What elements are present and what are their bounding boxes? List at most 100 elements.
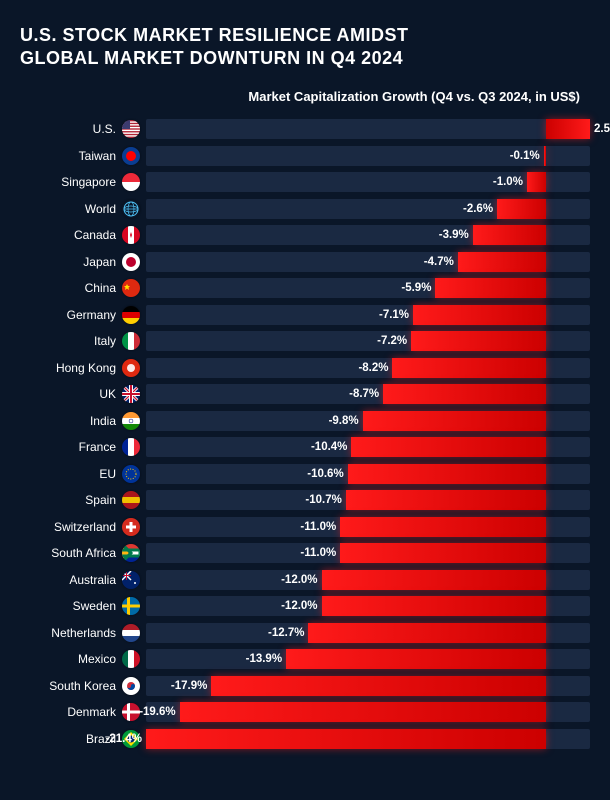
flag-icon <box>122 385 140 403</box>
country-name: Denmark <box>67 705 116 719</box>
data-bar <box>458 252 546 272</box>
bar-column: -19.6% <box>146 699 590 726</box>
country-name: France <box>79 440 116 454</box>
flag-icon <box>122 253 140 271</box>
flag-icon <box>122 332 140 350</box>
bar-column: -12.0% <box>146 593 590 620</box>
label-column: Mexico <box>20 650 146 668</box>
value-label: -13.9% <box>246 653 282 665</box>
value-label: -10.7% <box>305 494 341 506</box>
flag-icon <box>122 624 140 642</box>
data-bar <box>363 411 546 431</box>
country-name: Australia <box>69 573 116 587</box>
value-label: -8.2% <box>358 362 388 374</box>
country-name: China <box>85 281 116 295</box>
bar-column: -8.2% <box>146 354 590 381</box>
flag-icon <box>122 306 140 324</box>
data-bar <box>383 384 545 404</box>
bar-column: -10.4% <box>146 434 590 461</box>
country-name: Mexico <box>78 652 116 666</box>
label-column: Denmark <box>20 703 146 721</box>
value-label: -0.1% <box>510 150 540 162</box>
bar-column: -5.9% <box>146 275 590 302</box>
flag-icon <box>122 465 140 483</box>
bar-column: -21.4% <box>146 725 590 752</box>
chart-row: Switzerland -11.0% <box>20 513 590 540</box>
chart-row: Australia -12.0% <box>20 566 590 593</box>
data-bar <box>527 172 546 192</box>
country-name: UK <box>99 387 116 401</box>
country-name: World <box>85 202 116 216</box>
label-column: France <box>20 438 146 456</box>
country-name: Switzerland <box>54 520 116 534</box>
chart-row: World -2.6% <box>20 195 590 222</box>
value-label: -21.4% <box>106 733 142 745</box>
bar-column: -4.7% <box>146 248 590 275</box>
country-name: Germany <box>67 308 116 322</box>
country-name: South Korea <box>49 679 116 693</box>
flag-icon <box>122 279 140 297</box>
country-name: Italy <box>94 334 116 348</box>
value-label: -11.0% <box>300 521 336 533</box>
bar-column: -1.0% <box>146 169 590 196</box>
chart-row: EU -10.6% <box>20 460 590 487</box>
bar-column: -0.1% <box>146 142 590 169</box>
data-bar <box>546 119 590 139</box>
value-label: -12.0% <box>281 574 317 586</box>
label-column: Italy <box>20 332 146 350</box>
chart-row: South Korea-17.9% <box>20 672 590 699</box>
flag-icon <box>122 200 140 218</box>
label-column: India <box>20 412 146 430</box>
chart-row: France -10.4% <box>20 434 590 461</box>
label-column: Japan <box>20 253 146 271</box>
flag-icon <box>122 650 140 668</box>
country-name: U.S. <box>93 122 116 136</box>
data-bar <box>340 543 545 563</box>
label-column: Netherlands <box>20 624 146 642</box>
title-line-1: U.S. STOCK MARKET RESILIENCE AMIDST <box>20 24 590 47</box>
label-column: EU <box>20 465 146 483</box>
main-title: U.S. STOCK MARKET RESILIENCE AMIDST GLOB… <box>20 24 590 71</box>
chart-row: Hong Kong-8.2% <box>20 354 590 381</box>
flag-icon <box>122 226 140 244</box>
label-column: Germany <box>20 306 146 324</box>
chart-row: Mexico -13.9% <box>20 646 590 673</box>
data-bar <box>346 490 546 510</box>
data-bar <box>473 225 546 245</box>
value-label: -7.2% <box>377 335 407 347</box>
label-column: U.S. <box>20 120 146 138</box>
chart-row: Denmark -19.6% <box>20 699 590 726</box>
label-column: South Korea <box>20 677 146 695</box>
country-name: Spain <box>85 493 116 507</box>
value-label: -12.7% <box>268 627 304 639</box>
chart-row: India -9.8% <box>20 407 590 434</box>
chart-subtitle: Market Capitalization Growth (Q4 vs. Q3 … <box>20 89 590 104</box>
chart-row: Italy -7.2% <box>20 328 590 355</box>
label-column: China <box>20 279 146 297</box>
bar-column: -12.7% <box>146 619 590 646</box>
country-name: Canada <box>74 228 116 242</box>
bar-column: -8.7% <box>146 381 590 408</box>
label-column: Australia <box>20 571 146 589</box>
data-bar <box>348 464 546 484</box>
bar-column: -2.6% <box>146 195 590 222</box>
flag-icon <box>122 544 140 562</box>
bar-column: -10.6% <box>146 460 590 487</box>
chart-row: Japan -4.7% <box>20 248 590 275</box>
chart-row: China -5.9% <box>20 275 590 302</box>
title-line-2: GLOBAL MARKET DOWNTURN IN Q4 2024 <box>20 47 590 70</box>
country-name: Netherlands <box>51 626 116 640</box>
chart-row: Singapore -1.0% <box>20 169 590 196</box>
flag-icon <box>122 438 140 456</box>
country-name: EU <box>99 467 116 481</box>
chart-row: Taiwan -0.1% <box>20 142 590 169</box>
flag-icon <box>122 703 140 721</box>
value-label: -4.7% <box>424 256 454 268</box>
value-label: -5.9% <box>401 282 431 294</box>
value-label: -9.8% <box>329 415 359 427</box>
country-name: Taiwan <box>79 149 116 163</box>
flag-icon <box>122 120 140 138</box>
value-label: -1.0% <box>493 176 523 188</box>
label-column: Taiwan <box>20 147 146 165</box>
country-name: Singapore <box>61 175 116 189</box>
